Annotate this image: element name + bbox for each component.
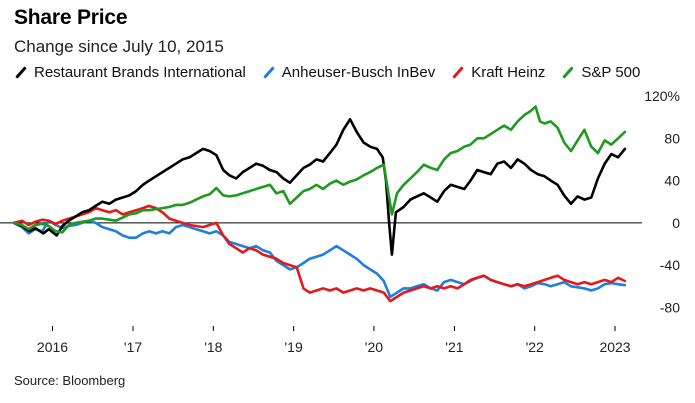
legend-item-anheuser-busch: Anheuser-Busch InBev <box>262 64 435 81</box>
chart-subtitle: Change since July 10, 2015 <box>14 37 224 56</box>
x-axis: 2016 '17 '18 '19 '20 '21 '22 2023 <box>37 326 631 355</box>
y-tick-label: -40 <box>660 257 680 273</box>
y-tick-label: 120% <box>644 88 680 104</box>
chart-title: Share Price <box>14 6 128 29</box>
legend-label: Kraft Heinz <box>471 64 546 81</box>
y-tick-label: 80 <box>664 130 680 146</box>
series-line-s-p-500 <box>12 105 627 234</box>
y-axis: 120% 80 40 0 -40 -80 <box>644 88 680 315</box>
x-tick-label: '21 <box>445 339 463 355</box>
y-tick-label: -80 <box>660 299 680 315</box>
x-tick-label: 2023 <box>599 339 630 355</box>
x-tick-label: '18 <box>204 339 222 355</box>
x-tick-label: '19 <box>284 339 302 355</box>
legend-label: Restaurant Brands International <box>34 64 246 81</box>
legend-label: Anheuser-Busch InBev <box>281 64 436 81</box>
legend-item-restaurant-brands: Restaurant Brands International <box>14 64 246 81</box>
chart-legend: Restaurant Brands International Anheuser… <box>14 64 656 81</box>
legend-item-sp500: S&P 500 <box>561 64 640 81</box>
series-layer <box>12 105 627 303</box>
x-tick-label: '20 <box>365 339 383 355</box>
y-tick-label: 0 <box>672 215 680 231</box>
series-line-anheuser-busch-inbev <box>12 219 627 299</box>
y-tick-label: 40 <box>664 173 680 189</box>
series-line-kraft-heinz <box>12 204 627 303</box>
legend-item-kraft-heinz: Kraft Heinz <box>451 64 545 81</box>
x-tick-label: '22 <box>526 339 544 355</box>
x-tick-label: 2016 <box>37 339 68 355</box>
x-tick-label: '17 <box>124 339 142 355</box>
source-note: Source: Bloomberg <box>14 373 126 388</box>
series-line-restaurant-brands-international <box>12 118 627 256</box>
legend-label: S&P 500 <box>581 64 641 81</box>
